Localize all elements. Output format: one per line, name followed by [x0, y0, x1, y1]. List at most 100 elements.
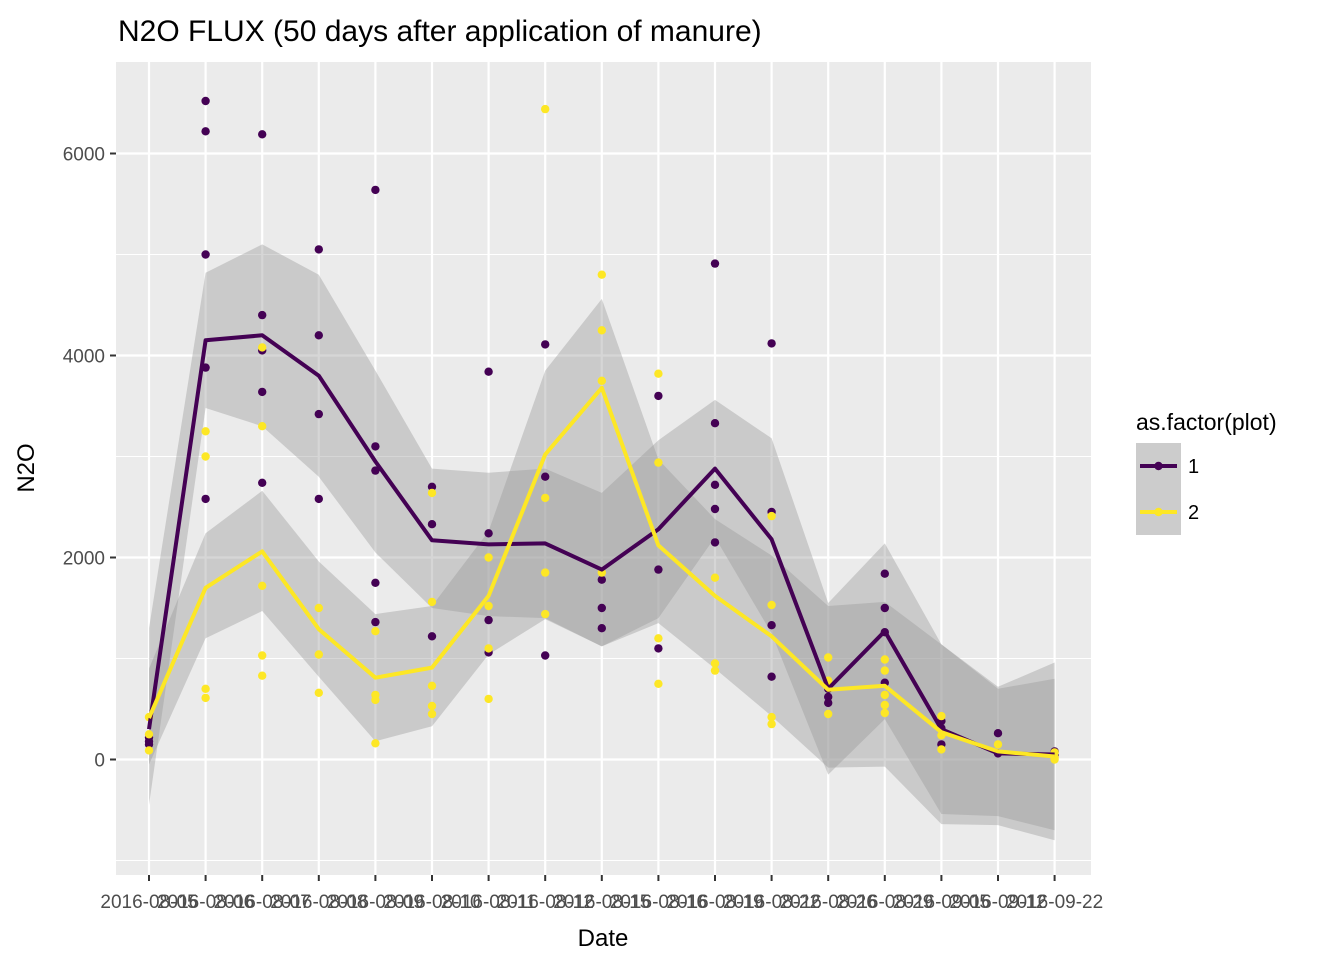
data-point-series-1 — [314, 409, 323, 419]
mean-lines — [147, 333, 1055, 759]
data-point-series-1 — [767, 672, 776, 681]
data-point-series-2 — [597, 270, 606, 279]
y-tick-label: 4000 — [63, 347, 105, 368]
data-point-series-1 — [824, 692, 833, 702]
mean-line-series-1 — [147, 333, 1055, 757]
grid-minor — [116, 254, 1091, 861]
data-point-series-2 — [541, 493, 550, 503]
x-tick-label: 2016-08-08 — [270, 892, 367, 913]
data-point-series-2 — [258, 581, 267, 590]
data-point-series-2 — [767, 719, 776, 729]
data-point-series-2 — [880, 708, 889, 718]
data-point-series-2 — [541, 104, 550, 114]
legend-key-point-1 — [1154, 461, 1163, 471]
data-point-series-1 — [597, 575, 606, 584]
x-tick-label: 2016-09-12 — [949, 892, 1046, 913]
data-point-series-2 — [427, 681, 437, 690]
legend: as.factor(plot) 1 2 — [1136, 409, 1277, 535]
data-point-series-2 — [144, 730, 154, 739]
data-point-series-1 — [258, 310, 267, 320]
data-point-series-2 — [258, 422, 267, 431]
data-point-series-2 — [654, 679, 663, 688]
data-point-series-2 — [880, 655, 889, 664]
data-point-series-2 — [484, 644, 493, 653]
data-point-series-1 — [597, 603, 606, 613]
data-point-series-1 — [258, 387, 267, 397]
data-point-series-1 — [710, 538, 720, 547]
data-point-series-2 — [427, 701, 437, 711]
legend-title: as.factor(plot) — [1136, 409, 1277, 435]
data-point-series-2 — [314, 688, 323, 697]
x-tick-label: 2016-08-06 — [157, 892, 254, 913]
data-point-series-2 — [597, 326, 606, 335]
data-point-series-2 — [427, 709, 437, 719]
data-point-series-2 — [314, 603, 323, 613]
y-axis-title: N2O — [13, 443, 40, 492]
legend-key-point-2 — [1154, 507, 1163, 517]
data-point-series-1 — [484, 529, 493, 538]
data-point-series-1 — [710, 480, 720, 489]
data-point-series-2 — [144, 746, 154, 755]
x-tick-label: 2016-09-22 — [1006, 892, 1103, 913]
data-point-series-1 — [371, 617, 380, 627]
data-point-series-1 — [767, 621, 776, 630]
data-point-series-1 — [427, 482, 437, 491]
data-point-series-1 — [597, 624, 606, 633]
data-point-series-1 — [710, 419, 720, 428]
x-axis: 2016-08-052016-08-062016-08-072016-08-08… — [100, 875, 1103, 913]
mean-line-series-2 — [147, 385, 1055, 759]
data-point-series-2 — [484, 601, 493, 611]
data-point-series-2 — [710, 573, 720, 582]
data-point-series-2 — [937, 745, 946, 754]
x-tick-label: 2016-08-15 — [553, 892, 650, 913]
y-axis: 0 2000 4000 6000 — [63, 145, 116, 772]
data-point-series-1 — [427, 632, 437, 641]
x-tick-label: 2016-08-22 — [723, 892, 820, 913]
data-point-series-2 — [258, 343, 267, 352]
data-point-series-2 — [654, 634, 663, 643]
data-point-series-2 — [314, 650, 323, 659]
legend-label-1: 1 — [1188, 456, 1199, 478]
data-point-series-1 — [993, 729, 1003, 738]
data-point-series-2 — [427, 597, 437, 607]
data-point-series-1 — [371, 578, 380, 587]
data-point-series-2 — [654, 369, 663, 378]
data-point-series-2 — [880, 666, 889, 675]
data-point-series-2 — [258, 651, 267, 660]
x-tick-label: 2016-08-09 — [327, 892, 424, 913]
data-point-series-2 — [371, 627, 380, 636]
data-point-series-2 — [201, 684, 210, 693]
data-point-series-2 — [484, 553, 493, 562]
data-point-series-2 — [824, 653, 833, 662]
data-point-series-1 — [371, 442, 380, 451]
grid-major — [116, 62, 1091, 875]
data-point-series-1 — [654, 565, 663, 574]
data-point-series-1 — [484, 615, 493, 625]
data-point-series-1 — [654, 391, 663, 401]
chart-title: N2O FLUX (50 days after application of m… — [118, 15, 762, 48]
data-point-series-2 — [993, 740, 1003, 749]
data-point-series-1 — [371, 185, 380, 195]
x-axis-title: Date — [578, 925, 629, 952]
data-point-series-2 — [541, 609, 550, 619]
data-point-series-2 — [258, 671, 267, 680]
data-point-series-1 — [710, 504, 720, 514]
data-point-series-2 — [767, 600, 776, 610]
data-point-series-1 — [201, 494, 210, 504]
legend-label-2: 2 — [1188, 502, 1199, 524]
data-point-series-2 — [880, 690, 889, 700]
data-point-series-2 — [201, 452, 210, 461]
data-point-series-1 — [314, 245, 323, 254]
x-tick-label: 2016-08-07 — [214, 892, 311, 913]
data-point-series-1 — [427, 520, 437, 529]
x-tick-label: 2016-08-05 — [100, 892, 197, 913]
data-point-series-2 — [201, 693, 210, 703]
y-tick-label: 2000 — [63, 549, 105, 570]
x-tick-label: 2016-08-26 — [780, 892, 877, 913]
data-point-series-2 — [654, 458, 663, 467]
plot-panel — [116, 62, 1091, 875]
data-point-series-1 — [201, 127, 210, 136]
data-point-series-1 — [824, 698, 833, 708]
data-point-series-1 — [258, 478, 267, 487]
